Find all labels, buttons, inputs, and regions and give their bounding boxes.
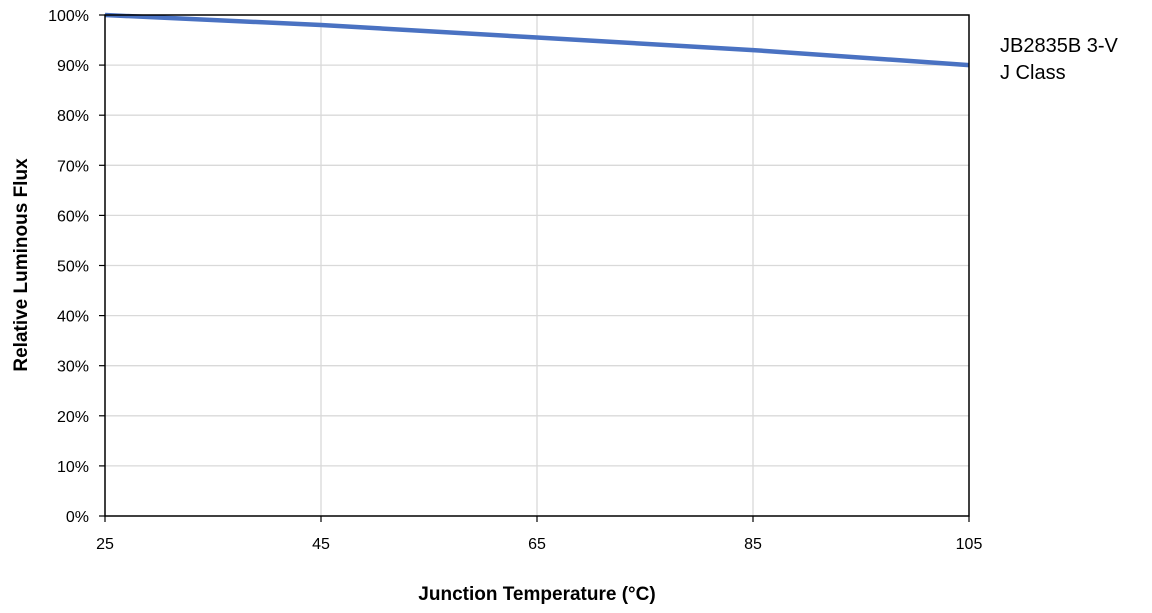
legend-label-line-2: J Class <box>1000 62 1066 84</box>
y-axis-title: Relative Luminous Flux <box>11 158 32 372</box>
legend: JB2835B 3-V J Class <box>1000 35 1119 84</box>
x-tick-label: 105 <box>956 536 983 553</box>
x-axis-title: Junction Temperature (°C) <box>418 584 655 605</box>
axis-ticks: 0% 10% 20% 30% 40% 50% 60% 70% 80% 90% 100% 25 45 65 8… <box>48 8 982 553</box>
y-tick-label: 0% <box>66 509 89 526</box>
x-tick-label: 25 <box>96 536 114 553</box>
series-line <box>104 12 970 68</box>
y-tick-label: 100% <box>48 8 89 25</box>
y-tick-label: 90% <box>57 58 89 75</box>
y-tick-label: 50% <box>57 259 89 276</box>
x-tick-label: 85 <box>744 536 762 553</box>
x-tick-label: 65 <box>528 536 546 553</box>
y-tick-label: 30% <box>57 359 89 376</box>
y-tick-label: 20% <box>57 409 89 426</box>
y-tick-label: 10% <box>57 459 89 476</box>
grid-lines <box>105 15 969 516</box>
x-tick-label: 45 <box>312 536 330 553</box>
y-tick-label: 70% <box>57 158 89 175</box>
y-tick-label: 40% <box>57 309 89 326</box>
legend-label-line-1: JB2835B 3-V <box>1000 35 1119 57</box>
y-tick-label: 80% <box>57 108 89 125</box>
y-tick-label: 60% <box>57 208 89 225</box>
series-lines <box>104 12 970 68</box>
